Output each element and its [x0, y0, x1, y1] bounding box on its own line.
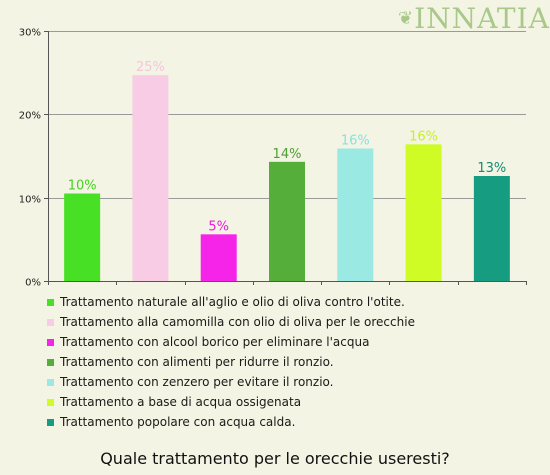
legend-item: Trattamento con alcool borico per elimin…: [47, 332, 415, 352]
legend-swatch: [47, 378, 54, 386]
legend-item: Trattamento con zenzero per evitare il r…: [47, 372, 415, 392]
leaf-ornament-left-icon: ❦: [398, 8, 415, 29]
y-tick-label: 30%: [19, 28, 41, 39]
y-tick-label: 20%: [19, 111, 41, 122]
innatia-logo: ❦INNATIA❦: [398, 2, 550, 35]
legend-swatch: [47, 358, 54, 366]
bar: [337, 148, 374, 281]
legend-item: Trattamento con alimenti per ridurre il …: [47, 352, 415, 372]
data-label: 10%: [68, 179, 97, 194]
data-label: 13%: [477, 161, 506, 176]
poll-question: Quale trattamento per le orecchie useres…: [100, 449, 450, 468]
logo-text: INNATIA: [414, 2, 550, 35]
legend-swatch: [47, 318, 54, 326]
legend-swatch: [47, 298, 54, 306]
legend-item: Trattamento popolare con acqua calda.: [47, 412, 415, 432]
bar: [132, 75, 169, 282]
data-label: 25%: [136, 60, 165, 75]
legend-item: Trattamento naturale all'aglio e olio di…: [47, 292, 415, 312]
legend-item: Trattamento a base di acqua ossigenata: [47, 392, 415, 412]
bar: [200, 234, 237, 281]
legend-label: Trattamento con alcool borico per elimin…: [60, 335, 370, 349]
y-tick-label: 0%: [25, 278, 41, 289]
legend-item: Trattamento alla camomilla con olio di o…: [47, 312, 415, 332]
legend-label: Trattamento alla camomilla con olio di o…: [60, 315, 415, 329]
data-label: 16%: [341, 134, 370, 149]
legend-label: Trattamento naturale all'aglio e olio di…: [60, 295, 405, 309]
data-label: 16%: [409, 129, 438, 144]
legend-label: Trattamento con alimenti per ridurre il …: [60, 355, 334, 369]
legend-label: Trattamento popolare con acqua calda.: [60, 415, 296, 429]
bar: [473, 176, 510, 281]
data-label: 14%: [273, 147, 302, 162]
bar: [405, 144, 442, 281]
bar: [64, 193, 101, 281]
data-label: 5%: [208, 219, 229, 234]
bar: [269, 161, 305, 281]
legend-label: Trattamento con zenzero per evitare il r…: [60, 375, 334, 389]
legend-swatch: [47, 398, 54, 406]
legend-swatch: [47, 418, 54, 426]
legend-label: Trattamento a base di acqua ossigenata: [60, 395, 302, 409]
legend-swatch: [47, 338, 54, 346]
chart-legend: Trattamento naturale all'aglio e olio di…: [47, 292, 415, 432]
bar-chart: 0% 10% 20% 30% 10% 25% 5% 14% 16% 16% 13%: [19, 28, 527, 289]
y-tick-label: 10%: [19, 195, 41, 206]
